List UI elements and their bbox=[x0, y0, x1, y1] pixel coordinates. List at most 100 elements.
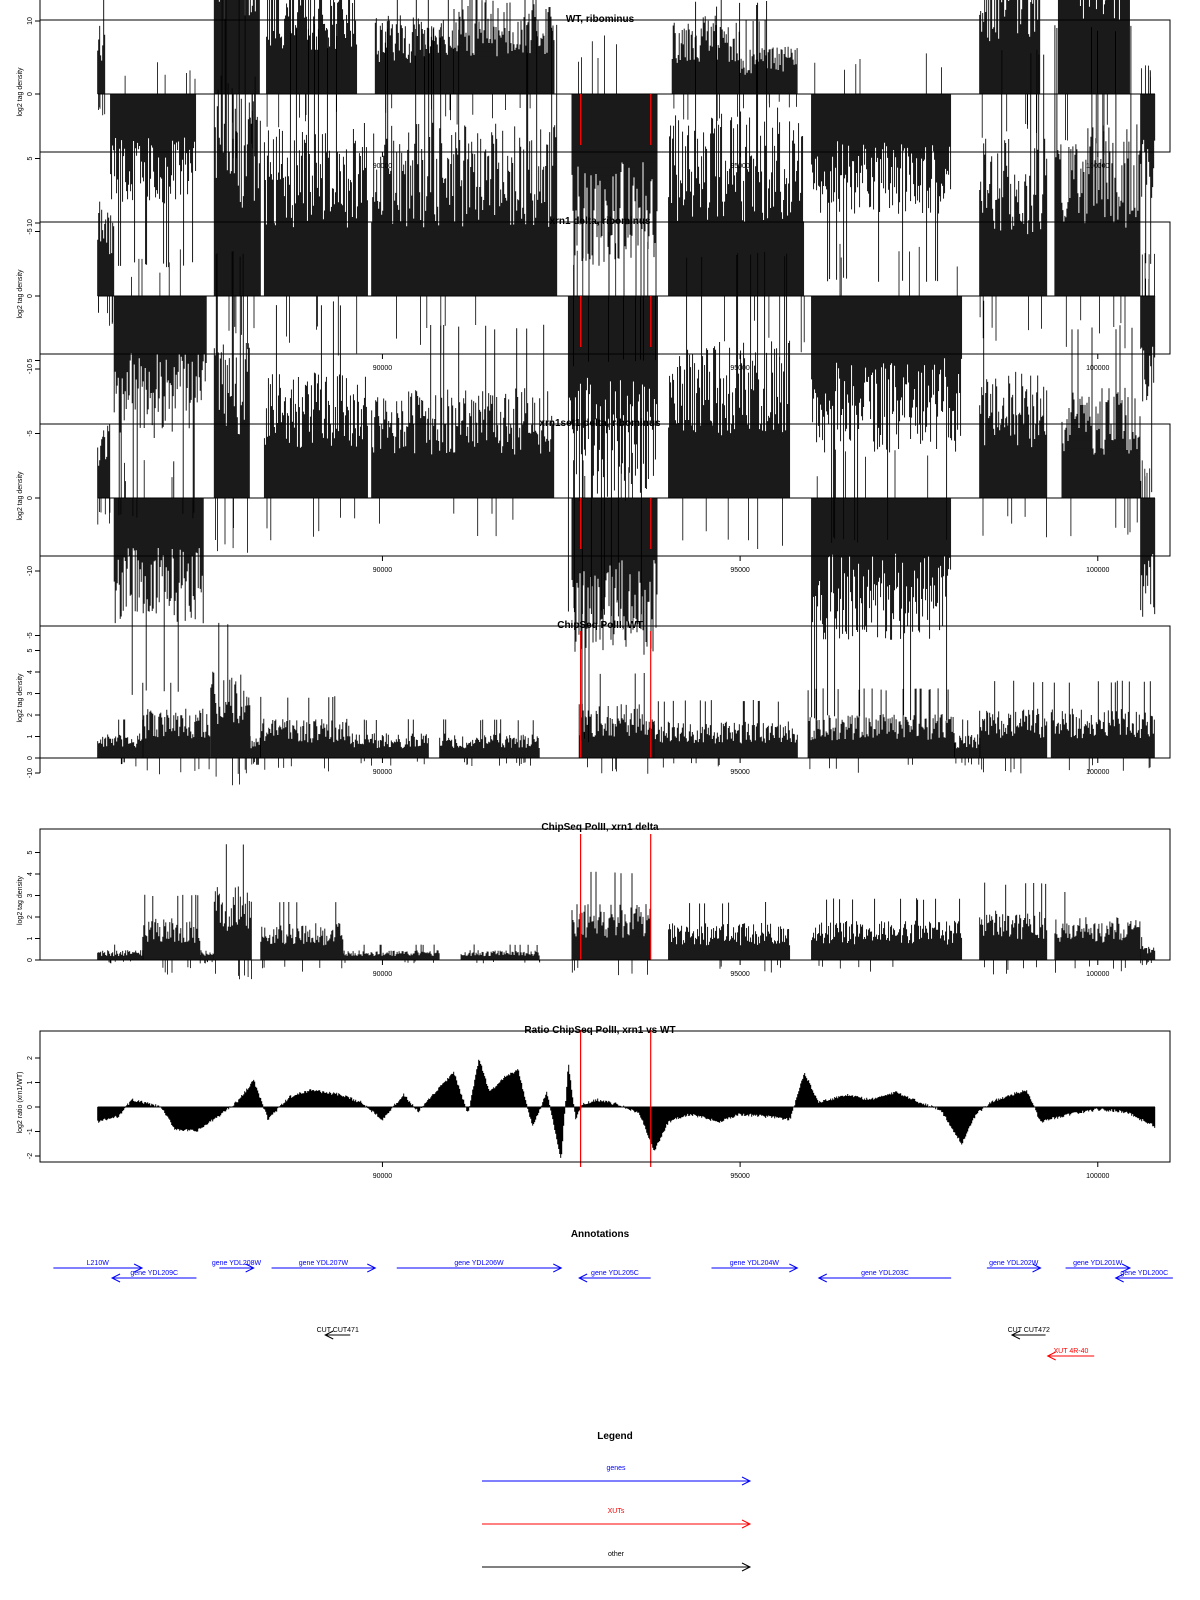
y-tick-label: 0 bbox=[27, 496, 34, 500]
data-bar bbox=[371, 24, 558, 296]
data-bar bbox=[743, 94, 797, 109]
data-bar bbox=[724, 296, 805, 360]
data-bar bbox=[110, 94, 197, 268]
data-bar bbox=[811, 296, 963, 543]
feature-label: gene YDL204W bbox=[730, 1260, 780, 1267]
data-bar bbox=[1050, 680, 1155, 758]
feature-arrowhead bbox=[1121, 1263, 1132, 1273]
data-bar bbox=[662, 758, 720, 768]
feature-label: gene YDL208W bbox=[212, 1260, 262, 1267]
feature-label: gene YDL206W bbox=[454, 1260, 504, 1267]
data-bar bbox=[142, 894, 201, 960]
data-bar bbox=[453, 0, 555, 94]
data-bar bbox=[1140, 937, 1156, 960]
y-tick-label: 2 bbox=[27, 713, 34, 717]
x-tick-label: 90000 bbox=[373, 163, 393, 170]
data-bar bbox=[460, 944, 540, 960]
x-axis: 90000 95000 100000 bbox=[373, 152, 1110, 170]
feature-gene: gene YDL206W bbox=[396, 1260, 563, 1273]
chart-panel-6: Ratio ChipSeq PolII, xrn1 vs WT-2-1012lo… bbox=[17, 1025, 1171, 1180]
data-bar bbox=[1141, 65, 1151, 94]
data-bar bbox=[108, 960, 131, 964]
x-tick-label: 90000 bbox=[373, 971, 393, 978]
data-segment bbox=[460, 944, 541, 964]
data-bar bbox=[807, 688, 955, 758]
feature-arrowhead bbox=[367, 1263, 377, 1273]
data-segment bbox=[439, 719, 512, 766]
data-bar bbox=[263, 301, 368, 498]
annotations-section: Annotations L210W gene YDL209C gene YDL208W… bbox=[53, 1229, 1173, 1361]
data-bar bbox=[984, 960, 1037, 975]
data-bar bbox=[286, 296, 358, 356]
data-bar bbox=[124, 62, 196, 94]
x-tick-label: 90000 bbox=[373, 769, 393, 776]
data-segment bbox=[979, 680, 1048, 774]
legend-label: other bbox=[608, 1551, 625, 1558]
y-tick-label: 2 bbox=[27, 915, 34, 919]
data-segment bbox=[1140, 253, 1156, 493]
feature-label: gene YDL205C bbox=[591, 1270, 639, 1277]
y-tick-label: -5 bbox=[27, 228, 34, 234]
annotations-title: Annotations bbox=[571, 1229, 630, 1240]
y-tick-label: 10 bbox=[27, 17, 34, 25]
plot-frame bbox=[39, 1030, 1171, 1163]
data-bar bbox=[142, 682, 211, 758]
legend-label: genes bbox=[606, 1465, 626, 1472]
data-segment bbox=[371, 24, 558, 353]
data-bar bbox=[215, 960, 252, 980]
feature-gene: L210W bbox=[53, 1260, 144, 1273]
data-segment bbox=[1054, 892, 1141, 973]
data-segment bbox=[954, 719, 981, 766]
data-bar bbox=[262, 960, 343, 972]
data-bar bbox=[653, 700, 798, 758]
data-bar bbox=[1140, 94, 1156, 264]
x-tick-label: 100000 bbox=[1086, 769, 1109, 776]
data-segment bbox=[571, 35, 658, 367]
x-tick-label: 100000 bbox=[1086, 1173, 1109, 1180]
data-segment bbox=[453, 0, 555, 125]
legend-label: XUTs bbox=[608, 1508, 625, 1515]
y-tick-label: 3 bbox=[27, 691, 34, 695]
data-segment bbox=[142, 682, 211, 775]
data-bar bbox=[1141, 253, 1155, 296]
feature-label: CUT CUT472 bbox=[1008, 1327, 1050, 1334]
data-bar bbox=[1054, 892, 1141, 960]
data-bar bbox=[979, 296, 1042, 341]
data-bar bbox=[266, 498, 356, 541]
data-segment bbox=[263, 301, 368, 541]
data-segment bbox=[210, 622, 251, 786]
feature-label: XUT 4R-40 bbox=[1054, 1348, 1089, 1355]
y-tick-label: 1 bbox=[27, 936, 34, 940]
data-bar bbox=[476, 960, 541, 964]
feature-arrowhead bbox=[110, 1273, 121, 1283]
x-tick-label: 90000 bbox=[373, 1173, 393, 1180]
y-tick-label: 5 bbox=[27, 850, 34, 854]
feature-gene: gene YDL200C bbox=[1114, 1270, 1173, 1283]
data-bar bbox=[814, 53, 942, 94]
y-axis-label: log2 tag density bbox=[17, 673, 24, 723]
data-bar bbox=[587, 758, 649, 774]
data-segment bbox=[1140, 65, 1156, 264]
data-bar bbox=[567, 296, 658, 617]
chart-data-marks bbox=[97, 844, 1156, 980]
data-segment bbox=[979, 300, 1048, 538]
data-segment bbox=[249, 736, 261, 765]
y-axis-label: log2 tag density bbox=[17, 67, 24, 117]
data-segment bbox=[97, 423, 111, 525]
data-segment bbox=[266, 0, 358, 128]
data-segment bbox=[374, 0, 454, 121]
y-tick-label: 0 bbox=[27, 92, 34, 96]
data-segment bbox=[97, 0, 106, 116]
data-bar bbox=[671, 0, 740, 94]
data-bar bbox=[97, 0, 106, 94]
data-bar bbox=[979, 680, 1048, 758]
data-segment bbox=[739, 19, 798, 109]
data-segment bbox=[1057, 0, 1130, 155]
data-bar bbox=[979, 882, 1048, 960]
data-segment bbox=[811, 449, 952, 721]
data-segment bbox=[213, 844, 252, 980]
y-tick-label: 1 bbox=[27, 734, 34, 738]
y-tick-label: -10 bbox=[27, 364, 34, 374]
data-bar bbox=[1057, 0, 1130, 94]
